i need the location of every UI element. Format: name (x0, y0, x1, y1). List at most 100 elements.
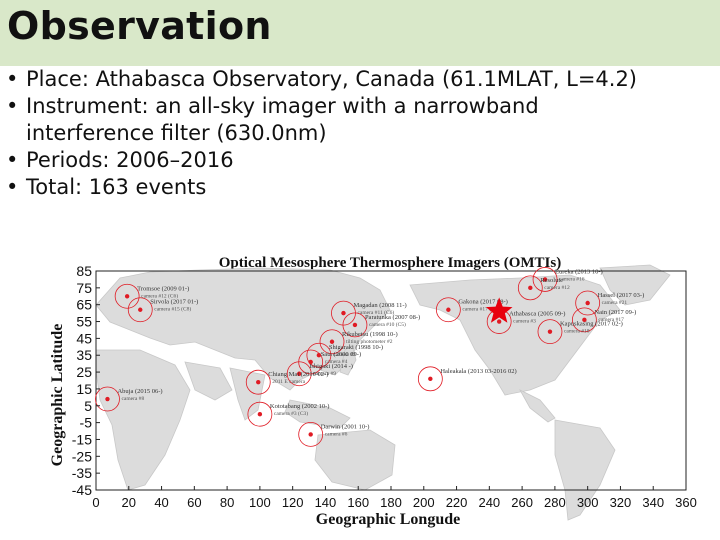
y-tick-label: 65 (76, 297, 92, 313)
y-tick-label: 75 (76, 280, 92, 296)
station-label: Paratunka (2007 08-) (365, 314, 420, 321)
arabia-landmass (184, 361, 233, 401)
x-tick-label: 180 (380, 495, 402, 510)
station-label: Kototabang (2002 10-) (270, 403, 330, 410)
x-tick-label: 140 (315, 495, 337, 510)
bullet-item: • Instrument: an all-sky imager with a na… (0, 93, 720, 147)
x-tick-label: 320 (610, 495, 632, 510)
x-tick-label: 260 (511, 495, 533, 510)
x-tick-label: 80 (220, 495, 234, 510)
y-axis-label: Geographic Latitude (49, 324, 66, 467)
x-tick-label: 20 (122, 495, 136, 510)
station-fov-circle (127, 297, 153, 323)
x-axis-label: Geographic Longude (316, 511, 460, 528)
bullet-dot: • (6, 175, 19, 199)
southeast-asia-islands (284, 399, 351, 429)
station-label: Shigaraki (1998 10-) (329, 344, 383, 351)
station-label: Ishigaki (2014 -) (309, 363, 353, 370)
station-marker (341, 310, 346, 316)
station-marker (308, 432, 313, 437)
greenland-landmass (599, 264, 671, 306)
station-label: Rikubetsu (1998 10-) (342, 331, 398, 338)
station-fov-circle (298, 422, 324, 447)
station-label: Athabasca (2005 09-) (509, 311, 565, 318)
station-fov-circle (95, 386, 120, 412)
station-camera-label: camera #6 (325, 431, 348, 437)
central-america-landmass (519, 389, 556, 423)
x-tick-label: 120 (282, 495, 304, 510)
bullet-dot: • (6, 67, 19, 91)
station-camera-label: camera #12 (544, 285, 570, 291)
station-fov-circle (306, 342, 332, 368)
y-tick-label: 25 (76, 364, 92, 380)
station-camera-label: camera #3 (C3) (274, 410, 308, 417)
bullet-text: Instrument: an all-sky imager with a nar… (26, 94, 539, 118)
y-tick-label: 85 (76, 263, 92, 279)
station-fov-circle (247, 401, 273, 427)
station-fov-circle (286, 361, 312, 387)
map-title: Optical Mesosphere Thermosphere Imagers … (219, 255, 561, 271)
japan-islands (339, 344, 357, 376)
station-marker (428, 376, 433, 382)
x-tick-label: 360 (675, 495, 697, 510)
station-marker (542, 277, 548, 282)
station-marker (256, 379, 261, 385)
station-camera-label: tilting photometer #2 (346, 339, 393, 345)
bullet-list: • Place: Athabasca Observatory, Canada (6… (0, 66, 720, 201)
station-marker (329, 339, 335, 344)
station-marker (308, 359, 313, 365)
station-label: Sirvola (2017 01-) (150, 299, 198, 306)
station-fov-circle (342, 312, 368, 338)
station-label: Darwin (2001 10-) (321, 423, 370, 430)
y-tick-label: -5 (80, 415, 93, 431)
omti-station-map: Optical Mesosphere Thermosphere Imagers … (49, 255, 697, 528)
station-label: Kapuskasing (2017 02-) (560, 321, 623, 328)
x-tick-label: 280 (544, 495, 566, 510)
y-tick-label: 45 (76, 330, 92, 346)
station-fov-circle (417, 366, 443, 392)
x-tick-label: 200 (413, 495, 435, 510)
station-camera-label: camera #2 (333, 352, 356, 358)
station-marker (446, 307, 451, 312)
station-label: Gakona (2017 08-) (458, 299, 507, 306)
continent-shapes (95, 264, 671, 521)
australia-landmass (314, 429, 396, 491)
station-fov-circle (532, 267, 558, 292)
bullet-dot: • (6, 94, 19, 118)
station-markers: Tromsoe (2009 01-)camera #12 (C6)Sirvola… (95, 267, 644, 447)
station-camera-label: camera #4 (325, 359, 348, 365)
y-tick-label: -45 (72, 482, 92, 498)
station-camera-label: camera #10 (C5) (369, 321, 406, 328)
station-camera-label: camera #15 (C8) (154, 306, 191, 313)
station-camera-label: camera #16 (559, 276, 585, 282)
station-label: Magadan (2008 11-) (353, 302, 406, 309)
station-label: Tromsoe (2009 01-) (137, 285, 189, 292)
y-tick-label: -25 (72, 448, 92, 464)
x-tick-label: 100 (249, 495, 271, 510)
slide-title: Observation (7, 4, 272, 48)
x-tick-label: 0 (92, 495, 99, 510)
station-marker (528, 285, 533, 291)
station-marker (352, 322, 358, 328)
station-label: Nain (2017 09-) (594, 309, 636, 316)
y-tick-label: -15 (72, 431, 92, 447)
station-camera-label: 2011 E camera (272, 379, 305, 385)
station-marker (124, 294, 130, 299)
x-tick-label: 220 (446, 495, 468, 510)
bullet-text: Periods: 2006–2016 (26, 148, 234, 172)
bullet-item: • Periods: 2006–2016 (0, 147, 720, 174)
station-marker (585, 300, 590, 306)
station-fov-circle (319, 329, 345, 355)
bullet-dot: • (6, 148, 19, 172)
station-marker (547, 329, 553, 334)
north-america-landmass (409, 274, 621, 396)
station-label: Eureka (2013 10-) (555, 268, 603, 275)
bullet-text: Place: Athabasca Observatory, Canada (61… (26, 67, 637, 91)
station-fov-circle (245, 369, 271, 395)
station-camera-label: camera #3 (513, 319, 536, 325)
station-camera-label: camera #17 (C2) (462, 306, 499, 313)
station-camera-label: camera #11 (C6) (357, 309, 394, 316)
station-camera-label: camera #18 (564, 329, 590, 335)
y-tick-label: -35 (72, 465, 92, 481)
station-camera-label: camera #21 (602, 300, 628, 306)
